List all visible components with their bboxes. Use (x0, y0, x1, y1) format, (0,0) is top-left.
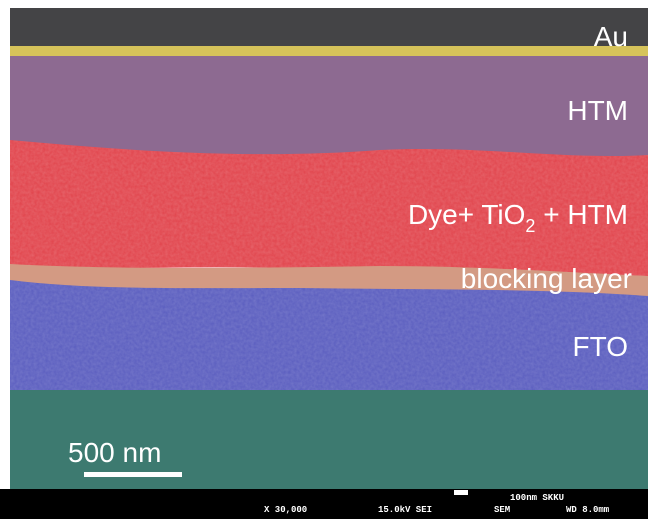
au-label: Au (594, 21, 628, 52)
fto-texture (10, 280, 648, 392)
info-scale-bar (454, 490, 468, 495)
voltage: 15.0kV SEI (378, 505, 432, 515)
blocking-label: blocking layer (461, 263, 632, 294)
dye-sub: 2 (525, 216, 535, 236)
htm-label: HTM (567, 95, 628, 126)
top-layer (10, 8, 648, 52)
info-bar (0, 489, 648, 519)
dye-after: + HTM (535, 199, 628, 230)
info-scale: 100nm SKKU (510, 493, 564, 503)
fto-label: FTO (573, 331, 628, 362)
dye-label: Dye+ TiO2 + HTM (408, 199, 628, 236)
working-distance: WD 8.0mm (566, 505, 610, 515)
au-layer (10, 46, 648, 58)
mode: SEM (494, 505, 510, 515)
dye-text: Dye+ TiO (408, 199, 525, 230)
htm-layer (10, 56, 648, 166)
scale-bar-label: 500 nm (68, 437, 161, 468)
scale-bar (84, 472, 182, 477)
dye-texture (10, 140, 648, 285)
layers (0, 8, 648, 519)
magnification: X 30,000 (264, 505, 307, 515)
